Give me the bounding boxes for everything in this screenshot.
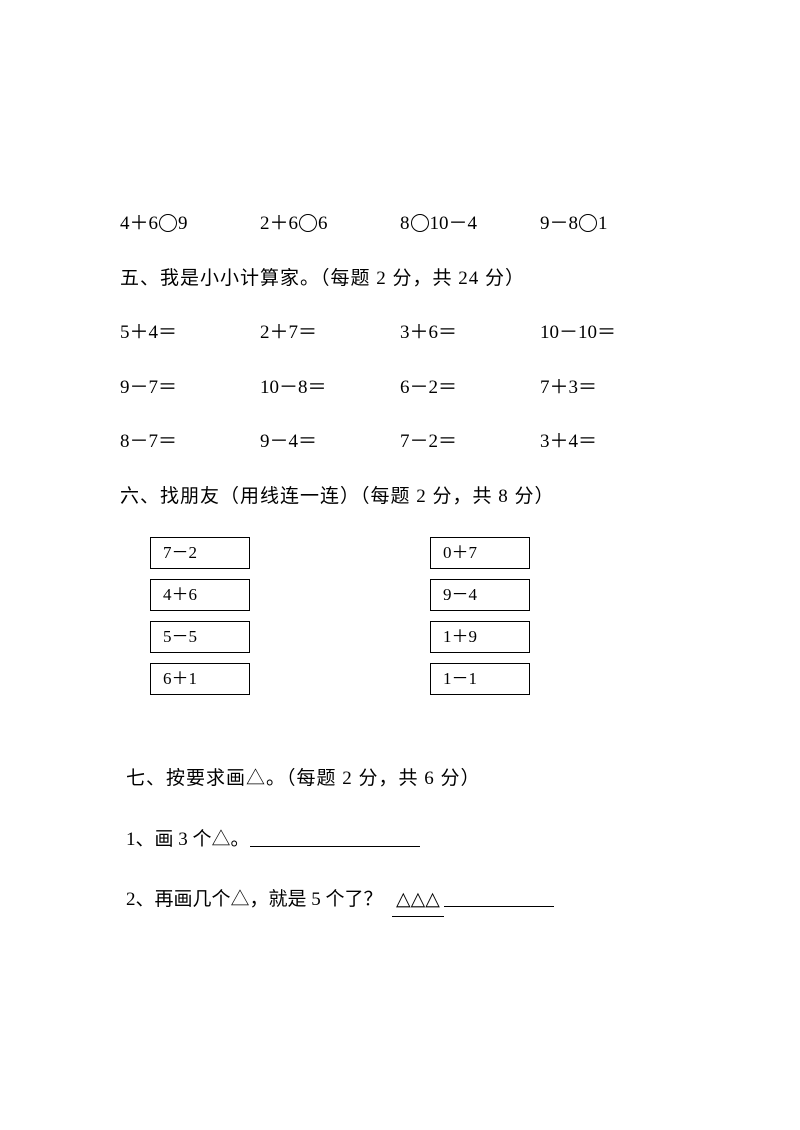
- circle-icon: [299, 214, 317, 232]
- section6-title: 六、找朋友（用线连一连）（每题 2 分，共 8 分）: [120, 483, 680, 512]
- calc-cell: 7＋3＝: [540, 374, 680, 403]
- compare-cell: 4＋69: [120, 210, 260, 239]
- section5-title: 五、我是小小计算家。（每题 2 分，共 24 分）: [120, 265, 680, 294]
- match-box: 4＋6: [150, 579, 250, 611]
- calc-cell: 9－7＝: [120, 374, 260, 403]
- match-box: 1＋9: [430, 621, 530, 653]
- section7: 七、按要求画△。（每题 2 分，共 6 分） 1、画 3 个△。 2、再画几个△…: [120, 765, 680, 917]
- item1-label: 1、画 3 个△。: [126, 829, 250, 850]
- triangles: △△△: [396, 889, 440, 910]
- calc-row: 5＋4＝ 2＋7＝ 3＋6＝ 10－10＝: [120, 319, 680, 348]
- compare-cell: 2＋66: [260, 210, 400, 239]
- blank-line: [444, 888, 554, 907]
- match-box: 1－1: [430, 663, 530, 695]
- calc-cell: 3＋6＝: [400, 319, 540, 348]
- calc-cell: 8－7＝: [120, 428, 260, 457]
- item2-label: 2、再画几个△，就是 5 个了？: [126, 889, 383, 910]
- section7-item2: 2、再画几个△，就是 5 个了？ △△△: [126, 886, 680, 917]
- blank-line: [250, 828, 420, 847]
- calc-cell: 2＋7＝: [260, 319, 400, 348]
- calc-cell: 7－2＝: [400, 428, 540, 457]
- compare-cell: 810－4: [400, 210, 540, 239]
- match-container: 7－2 4＋6 5－5 6＋1 0＋7 9－4 1＋9 1－1: [120, 537, 680, 695]
- calc-cell: 9－4＝: [260, 428, 400, 457]
- compare-row: 4＋69 2＋66 810－4 9－81: [120, 210, 680, 239]
- circle-icon: [411, 214, 429, 232]
- calc-row: 9－7＝ 10－8＝ 6－2＝ 7＋3＝: [120, 374, 680, 403]
- circle-icon: [159, 214, 177, 232]
- match-box: 6＋1: [150, 663, 250, 695]
- calc-cell: 5＋4＝: [120, 319, 260, 348]
- calc-cell: 10－10＝: [540, 319, 680, 348]
- match-right-column: 0＋7 9－4 1＋9 1－1: [430, 537, 530, 695]
- calc-cell: 3＋4＝: [540, 428, 680, 457]
- calc-cell: 10－8＝: [260, 374, 400, 403]
- triangle-underline: △△△: [392, 886, 444, 917]
- match-box: 0＋7: [430, 537, 530, 569]
- calc-cell: 6－2＝: [400, 374, 540, 403]
- compare-cell: 9－81: [540, 210, 680, 239]
- match-box: 9－4: [430, 579, 530, 611]
- match-box: 7－2: [150, 537, 250, 569]
- section7-item1: 1、画 3 个△。: [126, 826, 680, 855]
- match-box: 5－5: [150, 621, 250, 653]
- circle-icon: [579, 214, 597, 232]
- calc-row: 8－7＝ 9－4＝ 7－2＝ 3＋4＝: [120, 428, 680, 457]
- section7-title: 七、按要求画△。（每题 2 分，共 6 分）: [126, 765, 680, 794]
- match-left-column: 7－2 4＋6 5－5 6＋1: [150, 537, 250, 695]
